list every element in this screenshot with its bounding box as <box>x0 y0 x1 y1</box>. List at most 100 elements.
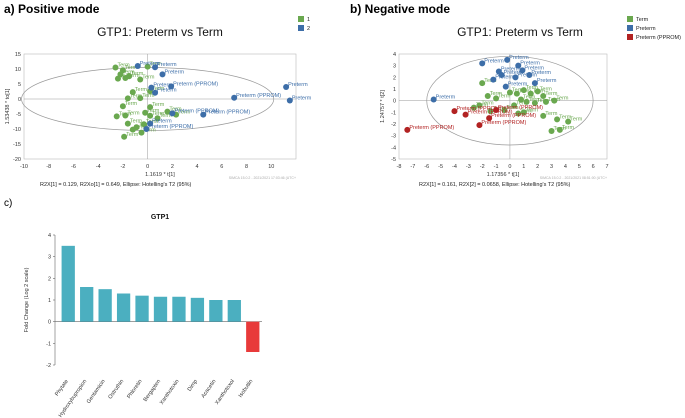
data-point <box>152 89 159 96</box>
point-label: Preterm (PPROM) <box>491 113 536 119</box>
data-point <box>114 75 121 82</box>
point-label: Term <box>152 102 165 108</box>
point-label: Preterm (PPROM) <box>173 81 218 87</box>
point-label: Preterm <box>509 55 529 61</box>
data-point <box>501 107 508 113</box>
x-tick-label: 3 <box>550 164 553 170</box>
data-point <box>231 94 238 101</box>
x-tick-label: Phloretin <box>126 379 143 400</box>
y-axis-label: 1.53438 * to[1] <box>5 88 11 124</box>
point-label: Term <box>178 110 191 116</box>
data-point <box>164 108 171 115</box>
point-label: Preterm <box>140 61 160 67</box>
data-point <box>515 62 522 69</box>
x-tick-label: -7 <box>410 164 415 170</box>
x-tick-label: 0 <box>146 164 149 170</box>
data-point <box>565 118 572 125</box>
x-tick-label: 1 <box>522 164 525 170</box>
data-point <box>531 100 538 106</box>
x-tick-label: -8 <box>46 164 51 170</box>
y-tick-label: 0 <box>48 320 51 326</box>
point-label: Term <box>490 91 503 97</box>
data-point <box>490 76 497 83</box>
point-label: Term <box>526 107 539 113</box>
data-point <box>148 84 155 91</box>
data-point <box>129 126 136 133</box>
data-point <box>504 56 511 63</box>
point-label: Preterm <box>501 67 521 73</box>
data-point <box>476 122 483 129</box>
data-point <box>169 110 176 117</box>
data-point <box>487 108 494 115</box>
x-tick-label: 4 <box>564 164 567 170</box>
x-tick-label: Dimp <box>187 379 199 393</box>
data-point <box>147 112 154 119</box>
data-point <box>283 84 290 90</box>
data-point <box>531 80 538 87</box>
scores-plot-negative-mode: GTP1: Preterm vs Term -8 -7 -6 -5 -4 -3 -2 -1 0 1 2… <box>380 16 681 188</box>
data-point <box>152 64 159 71</box>
point-label: Term <box>130 93 143 99</box>
x-tick-label: 2 <box>536 164 539 170</box>
point-label: Term <box>135 125 148 131</box>
x-axis-label: 1.17356 * t[1] <box>487 172 520 178</box>
data-point <box>147 104 154 111</box>
data-point <box>142 109 149 116</box>
y-tick-label: -4 <box>391 145 396 151</box>
y-tick-label: -10 <box>13 127 21 133</box>
data-point <box>484 93 491 99</box>
x-tick-label: 2 <box>171 164 174 170</box>
x-tick-label: 4 <box>196 164 199 170</box>
data-point <box>520 109 527 116</box>
point-label: Term <box>143 128 156 134</box>
y-tick-label: 1 <box>393 87 396 93</box>
x-tick-label: Acacetin <box>200 379 217 400</box>
point-label: Term <box>570 117 583 123</box>
point-label: Term <box>481 100 494 106</box>
data-point <box>113 113 120 120</box>
point-label: Preterm <box>157 62 177 68</box>
point-label: Preterm (PPROM) <box>409 125 454 131</box>
point-label: Term <box>125 65 138 71</box>
point-label: Preterm <box>164 69 184 75</box>
point-label: Preterm (PPROM) <box>205 110 250 116</box>
panel-label-b: b) Negative mode <box>350 2 451 16</box>
data-point <box>479 80 486 87</box>
y-tick-label: -3 <box>391 134 396 140</box>
point-label: Preterm <box>152 119 172 125</box>
data-point <box>134 63 141 69</box>
data-point <box>138 129 145 136</box>
point-label: Preterm <box>504 70 524 76</box>
data-point <box>534 88 541 95</box>
data-point <box>526 72 533 78</box>
panel-label-a: a) Positive mode <box>4 2 100 16</box>
data-point <box>124 120 131 127</box>
data-point <box>556 126 563 133</box>
legend-label: 1 <box>307 17 310 23</box>
point-label: Term <box>516 100 529 106</box>
bar <box>172 296 186 322</box>
point-label: Term <box>147 108 160 114</box>
point-label: Preterm <box>531 70 551 76</box>
bar <box>98 289 112 322</box>
data-point <box>119 103 126 110</box>
data-point <box>200 111 207 118</box>
fold-change-bar-chart: GTP1 -2 -1 0 1 2 3 4 Fold Change (Log 2 scale) Ph… <box>24 214 262 418</box>
point-label: Preterm <box>508 82 528 88</box>
point-label: Preterm (PPROM) <box>498 105 543 111</box>
x-tick-label: -2 <box>120 164 125 170</box>
y-tick-label: 5 <box>18 82 21 88</box>
scores-plot-positive-mode: GTP1: Preterm vs Term-10 -8 -6 -4 -2 0 2 4 6 8 101… <box>5 16 312 188</box>
data-point <box>476 102 483 109</box>
point-label: Preterm <box>292 96 312 102</box>
data-point <box>520 87 527 94</box>
y-tick-label: 2 <box>48 276 51 282</box>
y-tick-label: 15 <box>15 52 21 58</box>
y-tick-label: -20 <box>13 157 21 163</box>
point-label: Preterm <box>157 88 177 94</box>
point-label: Term <box>506 105 519 111</box>
bar <box>227 300 241 322</box>
point-label: Term <box>559 114 572 120</box>
point-label: Term <box>117 63 130 69</box>
data-point <box>513 90 520 97</box>
